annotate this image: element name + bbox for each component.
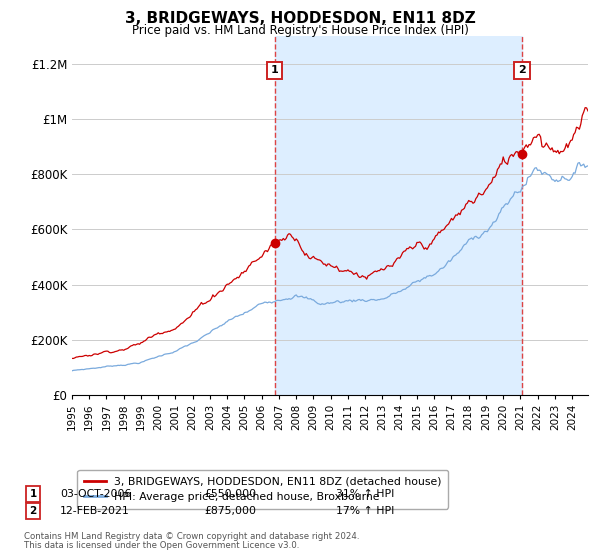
Legend: 3, BRIDGEWAYS, HODDESDON, EN11 8DZ (detached house), HPI: Average price, detache: 3, BRIDGEWAYS, HODDESDON, EN11 8DZ (deta… xyxy=(77,470,448,508)
Text: This data is licensed under the Open Government Licence v3.0.: This data is licensed under the Open Gov… xyxy=(24,542,299,550)
Text: 1: 1 xyxy=(271,66,278,76)
Text: 1: 1 xyxy=(29,489,37,499)
Text: 31% ↑ HPI: 31% ↑ HPI xyxy=(336,489,394,499)
Text: 12-FEB-2021: 12-FEB-2021 xyxy=(60,506,130,516)
Text: £875,000: £875,000 xyxy=(204,506,256,516)
Text: 2: 2 xyxy=(29,506,37,516)
Text: 03-OCT-2006: 03-OCT-2006 xyxy=(60,489,131,499)
Text: Contains HM Land Registry data © Crown copyright and database right 2024.: Contains HM Land Registry data © Crown c… xyxy=(24,532,359,541)
Text: 3, BRIDGEWAYS, HODDESDON, EN11 8DZ: 3, BRIDGEWAYS, HODDESDON, EN11 8DZ xyxy=(125,11,475,26)
Text: 2: 2 xyxy=(518,66,526,76)
Text: Price paid vs. HM Land Registry's House Price Index (HPI): Price paid vs. HM Land Registry's House … xyxy=(131,24,469,36)
Text: £550,000: £550,000 xyxy=(204,489,256,499)
Text: 17% ↑ HPI: 17% ↑ HPI xyxy=(336,506,394,516)
Bar xyxy=(275,36,522,395)
